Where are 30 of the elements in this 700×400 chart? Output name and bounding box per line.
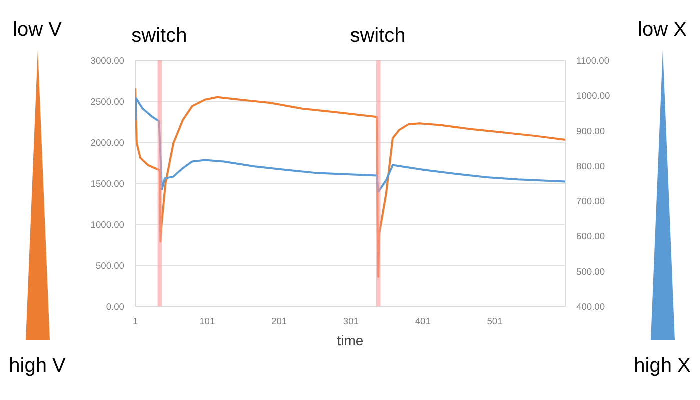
y-tick-label: 500.00 (96, 261, 124, 271)
y2-tick-label: 700.00 (576, 196, 606, 207)
y-tick-label: 2500.00 (90, 97, 125, 107)
y-tick-label: 3000.00 (90, 56, 125, 66)
y2-tick-label: 1100.00 (576, 56, 610, 66)
y-tick-label: 1000.00 (90, 220, 125, 230)
x-tick-label: 1 (132, 316, 138, 326)
y-tick-label: 0.00 (106, 302, 124, 312)
y-tick-label: 2000.00 (90, 138, 125, 148)
x-tick-label: 401 (415, 316, 431, 326)
y2-tick-label: 800.00 (576, 161, 606, 172)
text: low V (12, 18, 63, 43)
band-label: switch (130, 24, 188, 49)
y-tick-label: 1500.00 (90, 179, 125, 189)
text: high X (633, 354, 692, 379)
y2-tick-label: 1000.00 (576, 91, 610, 102)
line-series (136, 97, 566, 193)
line-series (136, 87, 566, 278)
y2-tick-label: 500.00 (576, 266, 606, 277)
y2-tick-label: 900.00 (576, 126, 606, 136)
text: low X (637, 18, 688, 43)
x-axis-title: time (337, 332, 364, 348)
x-tick-label: 101 (200, 316, 216, 326)
y2-tick-label: 600.00 (576, 232, 606, 242)
x-tick-label: 501 (487, 316, 503, 326)
x-tick-label: 201 (272, 316, 288, 326)
text: high V (8, 354, 67, 379)
band-label: switch (349, 24, 407, 49)
y2-tick-label: 400.00 (576, 302, 606, 312)
x-tick-label: 301 (343, 316, 360, 326)
